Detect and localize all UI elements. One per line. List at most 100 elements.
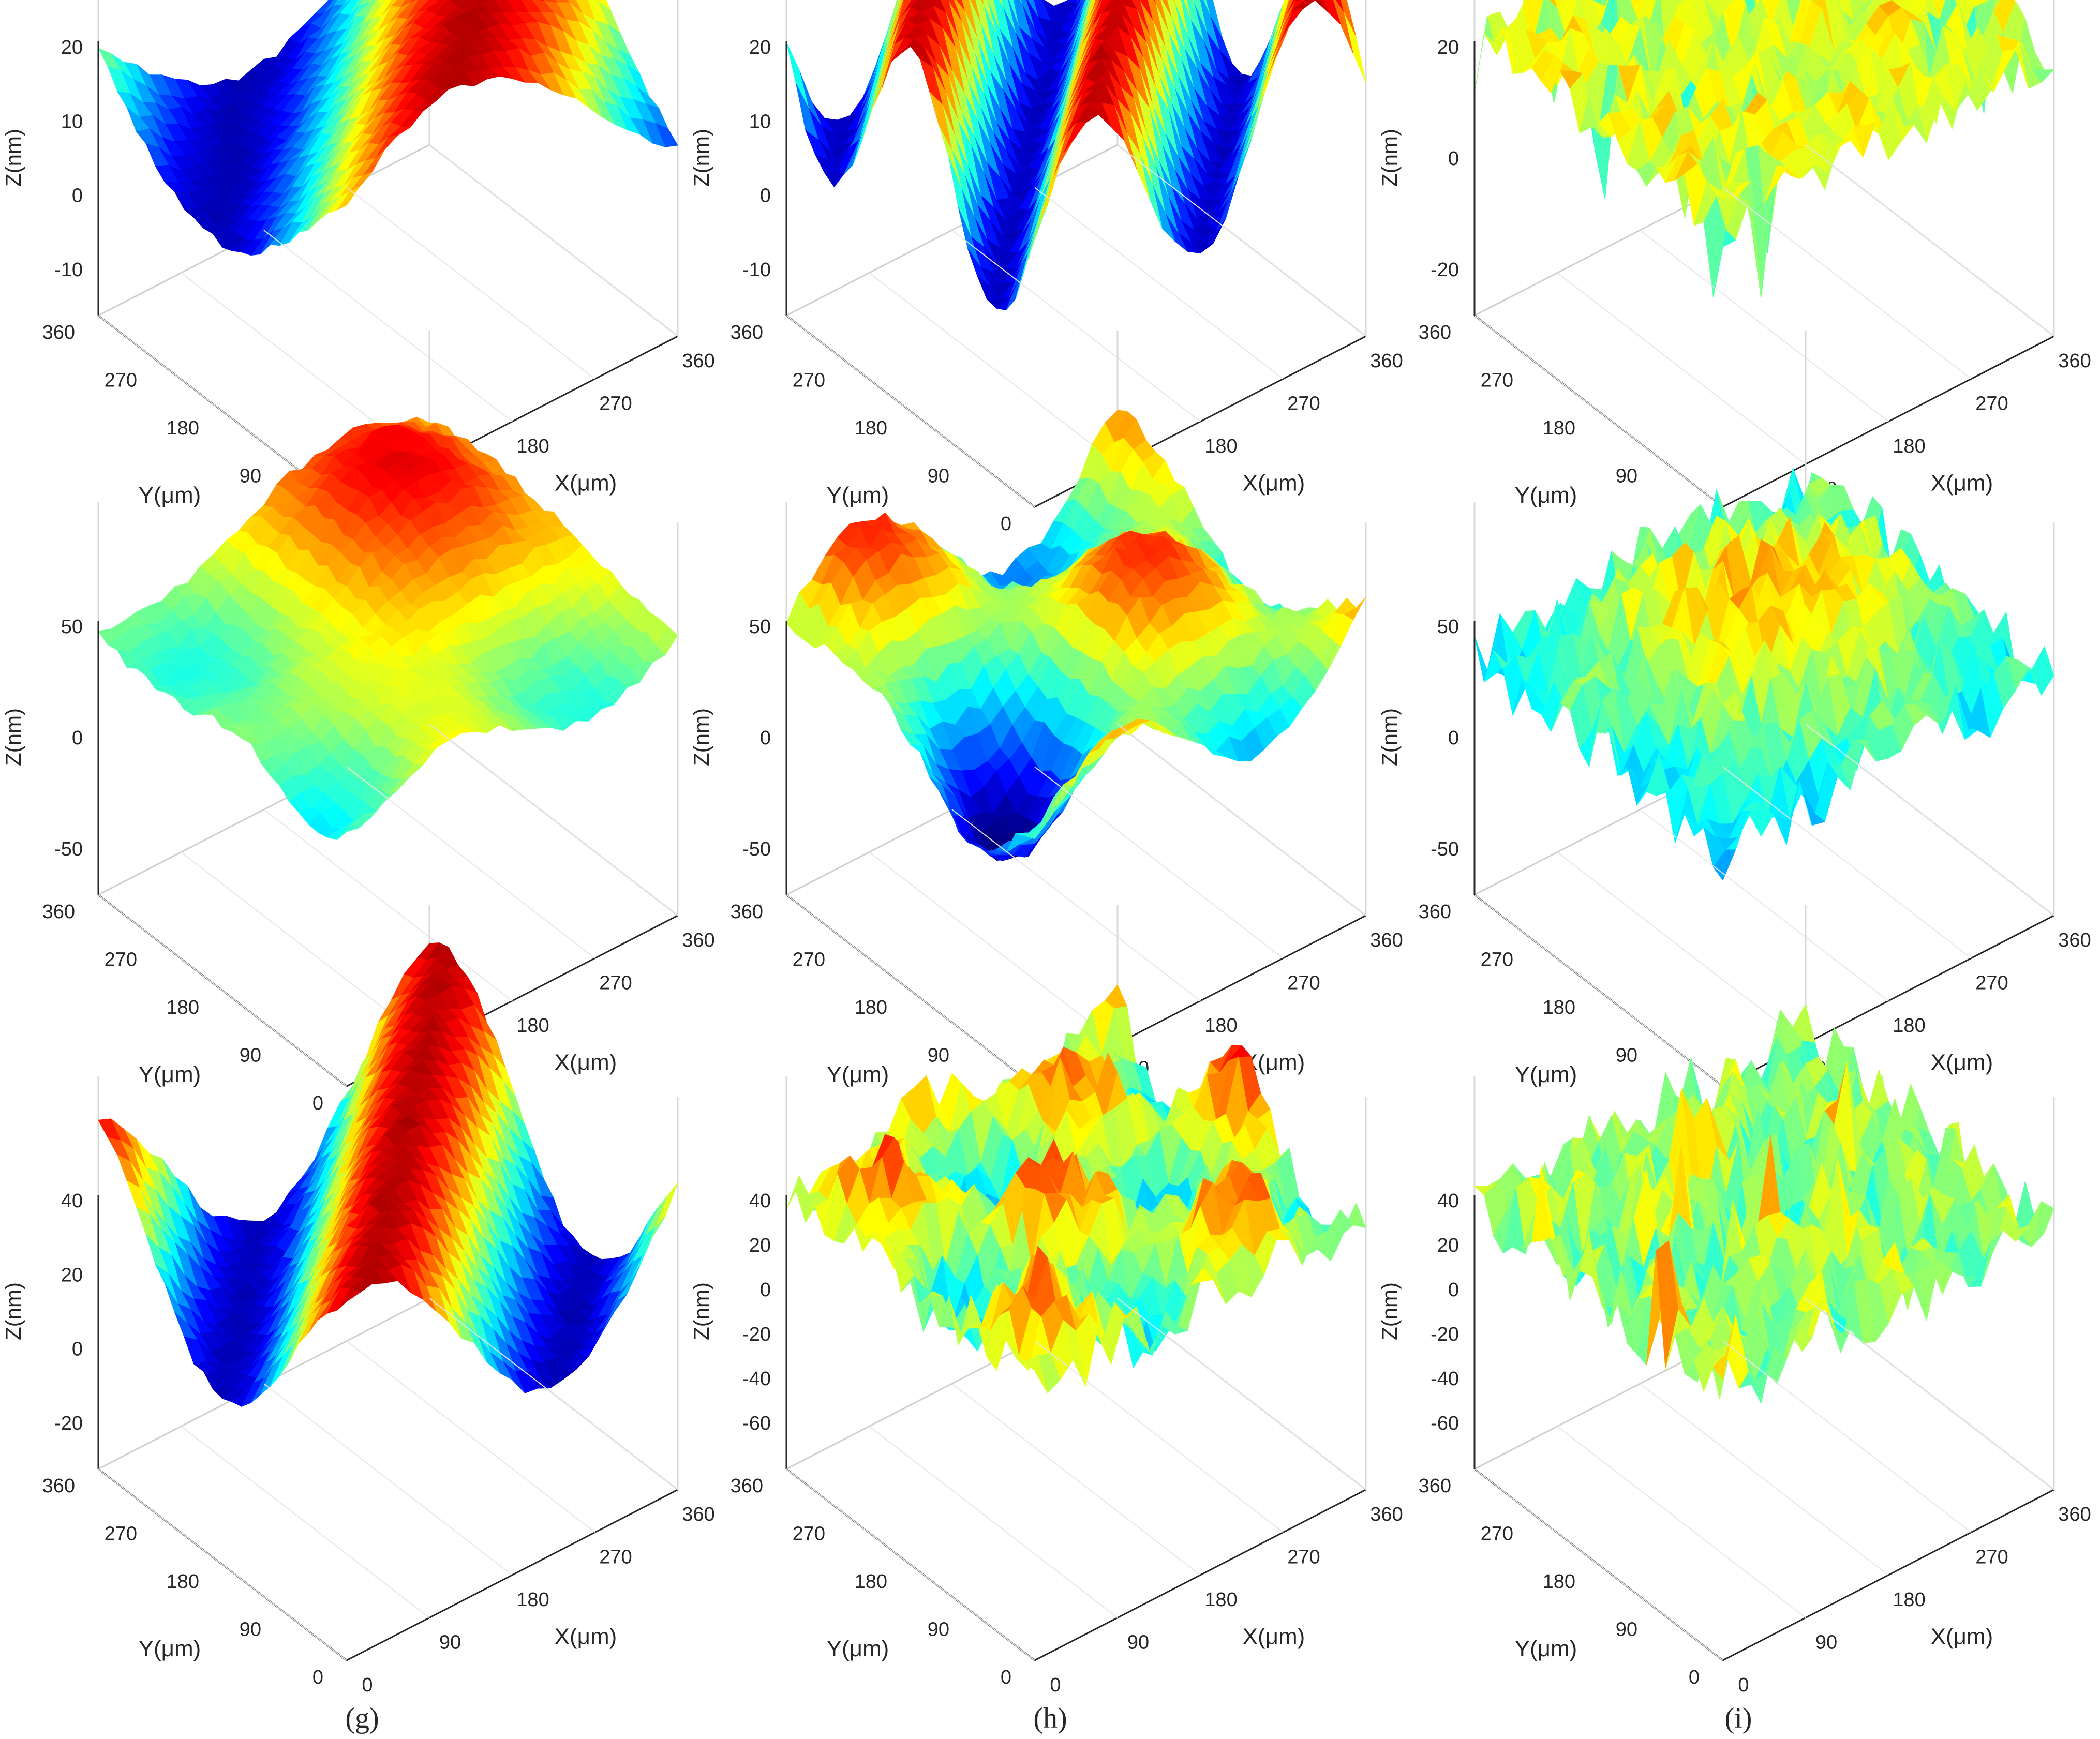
grid-line [869, 272, 1118, 465]
surface-panel: 40 20 0 -20 Z(nm) 0 90 180 270 360 0 90 180 270 360 X(μ… [1, 905, 715, 1734]
grid-line [1722, 187, 1972, 380]
z-tick-label: -20 [54, 1413, 83, 1434]
grid-line [786, 894, 1035, 1087]
x-axis-label: X(μm) [555, 1624, 617, 1650]
z-tick-label: 10 [61, 111, 83, 132]
grid-line [1557, 272, 1806, 465]
surface-panel: 500-50Z(nm)090180270360090180270360X(μm)… [689, 331, 1403, 1160]
grid-line [346, 187, 595, 380]
grid-line [869, 851, 1118, 1044]
y-tick-label: 180 [1543, 417, 1575, 439]
x-tick-label: 180 [1893, 1015, 1925, 1037]
y-tick-label: 180 [855, 417, 887, 439]
surface-patch [1864, 0, 1868, 4]
x-tick-label: 360 [1370, 350, 1403, 372]
x-tick-label: 0 [362, 1674, 373, 1696]
grid-line [1474, 315, 1723, 507]
y-tick-label: 270 [105, 1523, 137, 1545]
axis-floor-back [786, 144, 1366, 337]
surface-panel: 20100-10Z(nm)090180270360090180270360X(μ… [689, 0, 1403, 581]
x-tick-label: 270 [599, 972, 632, 994]
surface-patch [1933, 0, 1946, 21]
y-axis-label: Y(μm) [139, 1636, 201, 1661]
surface-patch [786, 42, 809, 109]
y-tick-label: 90 [928, 466, 949, 487]
y-tick-label: 0 [1001, 513, 1011, 535]
x-axis-label: X(μm) [1931, 1050, 1993, 1075]
grid-line [786, 315, 1035, 507]
grid-line [951, 809, 1201, 1001]
x-axis-label: X(μm) [1931, 471, 1993, 496]
x-axis-label: X(μm) [555, 1050, 617, 1075]
z-axis-label: Z(nm) [1377, 129, 1402, 187]
y-tick-label: 360 [731, 901, 763, 923]
y-tick-label: 270 [793, 370, 825, 392]
y-axis-label: Y(μm) [1515, 483, 1577, 508]
grid-line [1640, 230, 1889, 422]
surface-patch [1323, 0, 1341, 24]
surface-panel: 200-20Z(nm)090180270360090180270360X(μm)… [1377, 0, 2091, 581]
grid-line [1722, 766, 1972, 959]
z-tick-label: 0 [72, 185, 83, 207]
y-tick-label: 180 [1543, 997, 1575, 1018]
z-tick-label: -10 [54, 259, 83, 281]
z-tick-label: 50 [1437, 616, 1459, 638]
surface-patch [1343, 12, 1366, 83]
z-tick-label: 50 [61, 616, 83, 638]
grid-line [263, 1383, 513, 1576]
surface-panel: 500-50Z(nm)090180270360090180270360X(μm)… [1, 331, 715, 1160]
z-tick-label: -50 [54, 838, 83, 860]
x-tick-label: 270 [1287, 972, 1320, 994]
y-tick-label: 180 [167, 1571, 199, 1593]
z-axis-label: Z(nm) [1, 708, 25, 766]
z-tick-label: 50 [749, 616, 771, 638]
z-tick-label: -20 [1431, 259, 1459, 281]
x-tick-label: 180 [516, 436, 549, 457]
y-tick-label: 90 [1616, 1045, 1637, 1067]
z-tick-label: -50 [742, 838, 771, 860]
x-tick-label: 180 [1893, 436, 1925, 457]
y-tick-label: 0 [312, 1092, 323, 1114]
y-tick-label: 90 [240, 1045, 261, 1067]
x-tick-label: 270 [1287, 393, 1320, 415]
y-tick-label: 360 [731, 322, 763, 343]
z-axis-label: Z(nm) [689, 708, 713, 766]
y-tick-label: 270 [105, 370, 137, 392]
z-tick-label: -10 [742, 259, 771, 281]
y-tick-label: 270 [1481, 949, 1513, 971]
grid-line [98, 1468, 347, 1661]
z-axis-label: Z(nm) [1, 129, 25, 187]
y-axis-label: Y(μm) [1515, 1062, 1577, 1087]
surface-patch [1713, 230, 1736, 297]
z-axis-label: Z(nm) [1, 1282, 25, 1340]
grid-line [1805, 724, 2054, 916]
y-tick-label: 360 [42, 322, 75, 343]
x-tick-label: 180 [1204, 1015, 1237, 1037]
grid-line [1474, 894, 1723, 1087]
y-tick-label: 90 [1616, 466, 1637, 487]
y-tick-label: 180 [167, 417, 199, 439]
grid-line [1557, 851, 1806, 1044]
grid-line [429, 724, 678, 916]
z-tick-label: 0 [1448, 148, 1459, 170]
grid-line [1034, 187, 1284, 380]
y-tick-label: 270 [1481, 370, 1513, 392]
z-tick-label: 20 [1437, 37, 1459, 58]
y-tick-label: 180 [167, 997, 199, 1018]
y-tick-label: 360 [1419, 322, 1451, 343]
grid-line [1117, 144, 1366, 337]
z-tick-label: 20 [61, 1264, 83, 1286]
y-axis-label: Y(μm) [139, 483, 201, 508]
z-tick-label: 40 [61, 1190, 83, 1212]
x-tick-label: 270 [1975, 393, 2008, 415]
surface-panel: 20100-10Z(nm)090180270360090180270360X(μ… [1, 0, 715, 581]
surface-patch [1309, 0, 1328, 12]
grid-line [1640, 809, 1889, 1001]
y-tick-label: 0 [312, 1667, 323, 1688]
x-axis-label: X(μm) [555, 471, 617, 496]
z-tick-label: -50 [1431, 838, 1459, 860]
z-tick-label: 0 [1448, 727, 1459, 749]
x-axis-label: X(μm) [1243, 471, 1305, 496]
x-tick-label: 270 [599, 1547, 632, 1568]
surface-panel: 40200-20-40-60Z(nm)090180270360090180270… [689, 905, 1403, 1734]
